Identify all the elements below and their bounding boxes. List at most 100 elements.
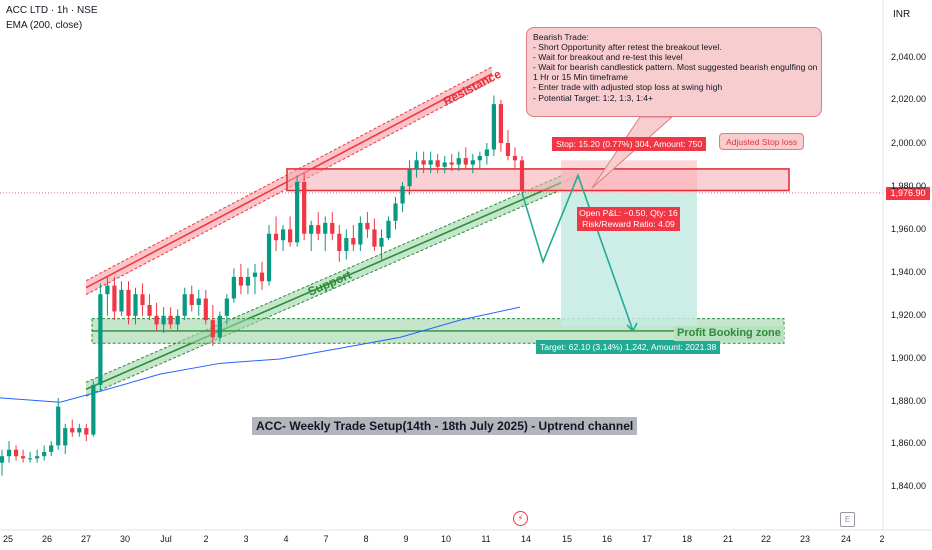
- callout-line: Bearish Trade:: [533, 32, 589, 42]
- adjusted-stop-label[interactable]: Adjusted Stop loss: [719, 133, 805, 150]
- candle-body: [35, 456, 40, 459]
- x-tick: 16: [601, 534, 613, 544]
- x-tick: 10: [440, 534, 452, 544]
- candle-body: [140, 294, 145, 305]
- candle: [337, 225, 342, 262]
- candle: [372, 218, 377, 251]
- candle: [63, 423, 68, 455]
- candle: [35, 449, 40, 463]
- candle: [20, 449, 26, 463]
- candle-body: [449, 162, 454, 165]
- candle: [365, 212, 370, 239]
- candle-body: [13, 449, 19, 457]
- lightning-icon[interactable]: ⚡: [513, 511, 528, 526]
- candle: [491, 95, 496, 156]
- candle: [252, 263, 258, 295]
- candle: [477, 151, 482, 169]
- x-tick: 25: [2, 534, 14, 544]
- candle: [49, 441, 54, 457]
- candle: [498, 99, 504, 152]
- candle-body: [84, 428, 89, 435]
- candle: [428, 151, 433, 174]
- candle-body: [273, 233, 279, 241]
- ema-indicator-label[interactable]: EMA (200, close): [6, 20, 83, 31]
- earnings-e-icon[interactable]: E: [840, 512, 855, 527]
- candlestick-series: [0, 95, 525, 476]
- x-tick: 18: [681, 534, 693, 544]
- candle-body: [393, 203, 398, 221]
- candle-body: [512, 155, 518, 161]
- y-tick: 2,040.00: [891, 52, 927, 62]
- bearish-trade-callout[interactable]: Bearish Trade: - Short Opportunity after…: [526, 27, 822, 117]
- candle-body: [288, 229, 293, 243]
- candle-body: [372, 229, 377, 247]
- x-tick: 27: [80, 534, 92, 544]
- candle-body: [217, 315, 222, 338]
- current-price-tag: 1,976.90: [886, 187, 930, 200]
- callout-pointer: [591, 116, 674, 189]
- candle-body: [224, 298, 229, 316]
- candle-body: [252, 272, 258, 277]
- candle-body: [189, 294, 194, 305]
- support-channel-line: [85, 174, 579, 390]
- candle-body: [196, 298, 201, 305]
- candle-body: [470, 160, 475, 165]
- setup-title[interactable]: ACC- Weekly Trade Setup(14th - 18th July…: [252, 417, 638, 435]
- candle: [456, 151, 461, 172]
- x-tick: 30: [119, 534, 131, 544]
- candle-body: [442, 162, 447, 167]
- candle: [414, 151, 419, 178]
- callout-line: - Wait for bearish candlestick pattern. …: [533, 62, 818, 73]
- x-tick: 21: [722, 534, 734, 544]
- candle-body: [210, 320, 215, 338]
- candle: [42, 445, 47, 461]
- projection-arrowhead: [626, 322, 638, 333]
- candle: [393, 197, 398, 230]
- candle-body: [456, 158, 461, 165]
- candle: [421, 151, 426, 174]
- callout-line: - Short Opportunity after retest the bre…: [533, 42, 722, 53]
- trade-projection: [521, 116, 674, 333]
- target-label: Target: 62.10 (3.14%) 1,242, Amount: 202…: [536, 340, 721, 354]
- price-axis: [0, 0, 932, 531]
- candle: [407, 160, 412, 195]
- y-tick: 1,900.00: [891, 353, 927, 363]
- candle-body: [358, 222, 363, 245]
- candle-body: [20, 456, 26, 459]
- candle-body: [63, 428, 68, 446]
- candle-body: [0, 456, 5, 463]
- support-label: Support: [306, 268, 354, 299]
- candle-body: [182, 294, 187, 316]
- candle-body: [351, 238, 356, 245]
- x-tick: 17: [641, 534, 653, 544]
- candle-body: [112, 285, 117, 312]
- candle: [400, 181, 405, 213]
- candle-body: [280, 229, 286, 241]
- candle: [6, 441, 12, 463]
- candle: [210, 305, 215, 347]
- candle-body: [245, 276, 251, 286]
- candle: [13, 445, 19, 461]
- candle-body: [161, 315, 166, 325]
- y-tick: 1,980.00: [891, 181, 927, 191]
- y-tick: 1,860.00: [891, 438, 927, 448]
- candle-body: [133, 294, 138, 316]
- candle: [126, 281, 131, 325]
- candle: [259, 261, 265, 290]
- candle: [0, 449, 5, 476]
- candle: [224, 294, 229, 325]
- candle-body: [238, 276, 244, 286]
- candle: [351, 225, 356, 251]
- candle: [386, 216, 391, 241]
- candle-body: [323, 222, 328, 234]
- profit-zone-label[interactable]: Profit Booking zone: [674, 326, 784, 341]
- candle: [309, 220, 314, 251]
- pnl-line: Open P&L: −0.50, Qty: 16: [579, 208, 678, 218]
- candle: [161, 307, 166, 334]
- resistance-channel-upper-edge: [85, 66, 493, 282]
- candle-body: [154, 315, 159, 325]
- candle: [463, 147, 468, 169]
- candle: [217, 311, 222, 342]
- support-channel-upper-edge: [85, 167, 579, 383]
